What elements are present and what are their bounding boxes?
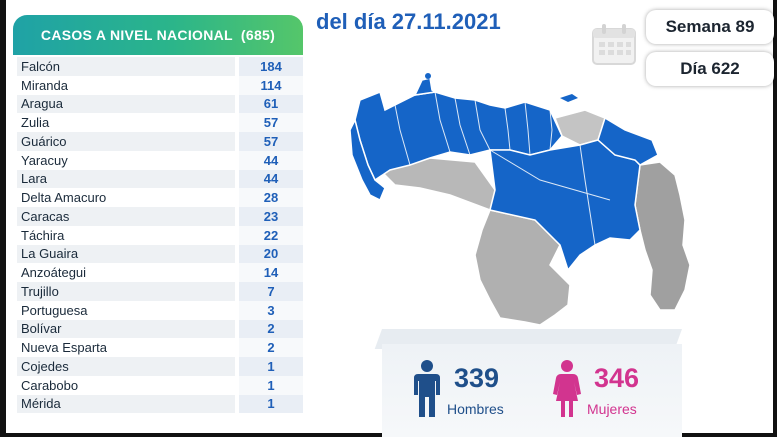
state-cases: 3 xyxy=(239,300,303,320)
state-name: Nueva Esparta xyxy=(17,338,235,357)
frame-left xyxy=(0,0,6,437)
gender-panel: 339 Hombres 346 Mujeres xyxy=(374,329,682,437)
venezuela-map xyxy=(349,73,691,326)
state-cases: 61 xyxy=(239,94,303,114)
state-name: Aragua xyxy=(17,94,235,114)
state-name: Zulia xyxy=(17,113,235,132)
men-label: Hombres xyxy=(447,401,504,417)
state-cases: 44 xyxy=(239,150,303,170)
state-name: Miranda xyxy=(17,75,235,95)
table-row: La Guaira 20 xyxy=(17,244,303,264)
men-stat: 339 Hombres xyxy=(412,359,522,434)
map-region-nueva-esparta xyxy=(560,94,578,102)
table-row: Falcón 184 xyxy=(17,57,303,76)
state-cases: 57 xyxy=(239,113,303,132)
table-row: Táchira 22 xyxy=(17,225,303,245)
state-cases: 44 xyxy=(239,169,303,189)
table-row: Cojedes 1 xyxy=(17,357,303,376)
state-name: Carabobo xyxy=(17,375,235,395)
day-badge: Día 622 xyxy=(646,52,774,86)
women-count: 346 xyxy=(594,363,640,393)
state-name: Caracas xyxy=(17,207,235,226)
table-title: CASOS A NIVEL NACIONAL xyxy=(40,27,233,43)
woman-icon xyxy=(553,360,581,417)
state-name: Táchira xyxy=(17,225,235,245)
man-icon xyxy=(414,360,440,417)
women-stat: 346 Mujeres xyxy=(552,359,662,434)
women-label: Mujeres xyxy=(587,401,637,417)
map-region-delta xyxy=(597,116,659,166)
table-row: Guárico 57 xyxy=(17,132,303,151)
table-rows: Falcón 184 Miranda 114 Aragua 61 Zulia 57 Guáric… xyxy=(17,57,303,414)
men-count: 339 xyxy=(454,363,500,393)
state-cases: 7 xyxy=(239,282,303,301)
state-cases: 57 xyxy=(239,132,303,151)
state-name: Anzoátegui xyxy=(17,263,235,282)
table-row: Lara 44 xyxy=(17,169,303,189)
table-row: Mérida 1 xyxy=(17,394,303,414)
state-name: Falcón xyxy=(17,57,235,76)
state-cases: 184 xyxy=(239,57,303,76)
state-name: Trujillo xyxy=(17,282,235,301)
state-cases: 114 xyxy=(239,75,303,95)
table-row: Yaracuy 44 xyxy=(17,150,303,170)
state-cases: 1 xyxy=(239,357,303,376)
state-name: Portuguesa xyxy=(17,300,235,320)
cases-table: CASOS A NIVEL NACIONAL (685) Falcón 184 Mi… xyxy=(13,15,303,425)
map-region-essequibo xyxy=(634,161,691,311)
state-cases: 20 xyxy=(239,244,303,264)
map-island xyxy=(425,73,431,79)
state-name: Lara xyxy=(17,169,235,189)
table-row: Bolívar 2 xyxy=(17,319,303,339)
state-cases: 22 xyxy=(239,225,303,245)
state-name: Bolívar xyxy=(17,319,235,339)
table-row: Carabobo 1 xyxy=(17,375,303,395)
table-row: Nueva Esparta 2 xyxy=(17,338,303,357)
table-row: Zulia 57 xyxy=(17,113,303,132)
week-badge: Semana 89 xyxy=(646,10,774,44)
state-cases: 2 xyxy=(239,319,303,339)
table-row: Aragua 61 xyxy=(17,94,303,114)
state-cases: 2 xyxy=(239,338,303,357)
date-title: del día 27.11.2021 xyxy=(316,9,501,34)
table-row: Caracas 23 xyxy=(17,207,303,226)
map-region-amazonas xyxy=(474,209,571,326)
state-name: Cojedes xyxy=(17,357,235,376)
frame-right xyxy=(773,0,777,437)
table-row: Trujillo 7 xyxy=(17,282,303,301)
table-row: Portuguesa 3 xyxy=(17,300,303,320)
map-region-zulia-tachira xyxy=(349,117,386,202)
state-name: Yaracuy xyxy=(17,150,235,170)
calendar-icon xyxy=(592,24,636,65)
state-name: La Guaira xyxy=(17,244,235,264)
table-row: Anzoátegui 14 xyxy=(17,263,303,282)
state-name: Delta Amacuro xyxy=(17,188,235,207)
state-cases: 28 xyxy=(239,188,303,207)
state-cases: 1 xyxy=(239,394,303,414)
table-row: Delta Amacuro 28 xyxy=(17,188,303,207)
state-name: Mérida xyxy=(17,394,235,414)
map-region-falcon-peninsula xyxy=(413,77,438,96)
state-cases: 1 xyxy=(239,375,303,395)
table-total: (685) xyxy=(240,27,276,43)
state-name: Guárico xyxy=(17,132,235,151)
table-row: Miranda 114 xyxy=(17,75,303,95)
table-header: CASOS A NIVEL NACIONAL (685) xyxy=(13,15,303,55)
state-cases: 23 xyxy=(239,207,303,226)
state-cases: 14 xyxy=(239,263,303,282)
